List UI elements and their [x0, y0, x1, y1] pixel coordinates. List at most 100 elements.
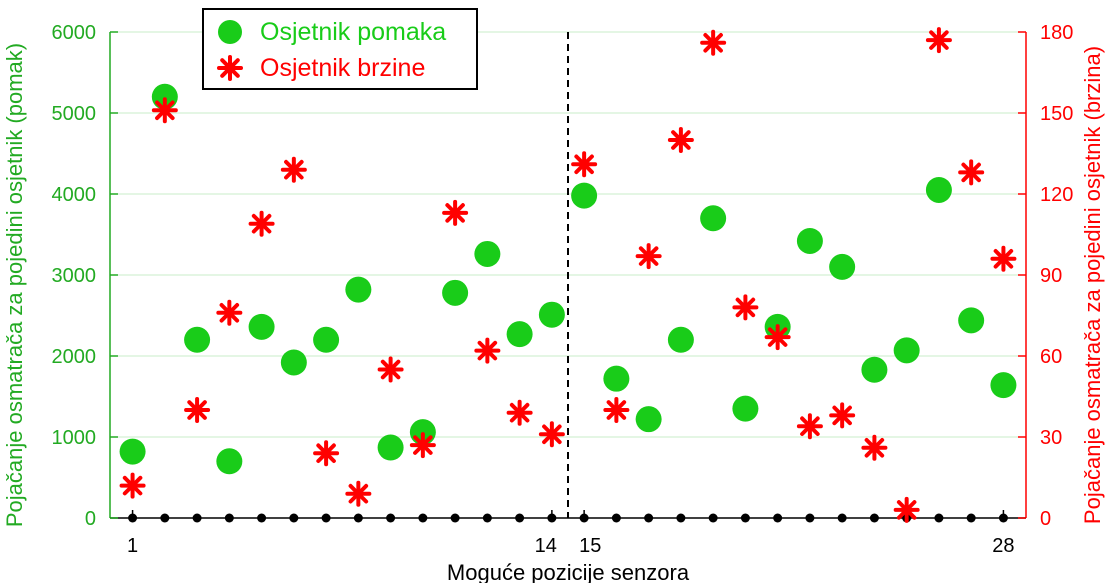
brzina-point: [377, 356, 404, 383]
sensor-position-dot: [515, 513, 525, 523]
legend-asterisk-marker: [204, 50, 260, 86]
y-left-axis-title: Pojačanje osmatrača za pojedini osjetnik…: [2, 43, 27, 527]
y-right-axis-title: Pojačanje osmatrača za pojedini osjetnik…: [1080, 46, 1105, 524]
y-right-tick-label: 120: [1040, 184, 1073, 206]
asterisk-stroke: [413, 435, 433, 455]
x-tick-label: 15: [579, 535, 601, 557]
brzina-point: [409, 432, 436, 459]
sensor-position-dot: [450, 513, 460, 523]
sensor-position-dot: [289, 513, 299, 523]
brzina-point: [700, 29, 727, 56]
x-tick-label: 1: [127, 535, 138, 557]
asterisk-stroke: [284, 159, 304, 180]
pomak-point: [377, 434, 404, 461]
asterisk-stroke: [896, 500, 917, 520]
pomak-point: [345, 276, 372, 303]
pomak-point: [538, 301, 565, 328]
asterisk-stroke: [445, 203, 465, 223]
pomak-point: [893, 337, 920, 364]
brzina-point: [796, 413, 823, 440]
pomak-point: [700, 205, 727, 232]
asterisk-stroke: [509, 402, 530, 423]
sensor-position-dot: [998, 513, 1008, 523]
legend: Osjetnik pomaka Osjetnik brzine: [202, 8, 478, 90]
sensor-position-dot: [386, 513, 396, 523]
sensor-position-dot: [192, 513, 202, 523]
y-left-tick-label: 3000: [52, 265, 97, 287]
brzina-point: [571, 151, 598, 178]
brzina-point: [829, 402, 856, 429]
legend-label-pomak: Osjetnik pomaka: [260, 18, 447, 46]
brzina-point: [635, 243, 662, 270]
pomak-point: [667, 326, 694, 353]
pomak-point: [313, 326, 340, 353]
asterisk-stroke: [219, 303, 240, 323]
brzina-point: [764, 324, 791, 351]
brzina-point: [151, 97, 178, 124]
pomak-point: [958, 307, 985, 334]
sensor-position-dot: [805, 513, 815, 523]
asterisk-stroke: [606, 400, 627, 420]
sensor-position-dot: [676, 513, 686, 523]
legend-label-brzina: Osjetnik brzine: [260, 54, 426, 82]
brzina-point: [925, 27, 952, 54]
asterisk-stroke: [316, 443, 336, 463]
legend-item-brzina: Osjetnik brzine: [204, 50, 425, 86]
y-right-tick-label: 30: [1040, 427, 1062, 449]
sensor-position-dot: [321, 513, 331, 523]
legend-item-pomak: Osjetnik pomaka: [204, 14, 446, 50]
sensor-position-dot: [934, 513, 944, 523]
pomak-point: [990, 372, 1017, 399]
y-left-tick-label: 2000: [52, 346, 97, 368]
pomak-point: [216, 448, 243, 475]
y-right-tick-label: 150: [1040, 103, 1073, 125]
brzina-point: [345, 480, 372, 507]
sensor-position-dot: [257, 513, 267, 523]
brzina-point: [603, 397, 630, 423]
asterisk-stroke: [929, 30, 949, 50]
sensor-position-dot: [773, 513, 783, 523]
pomak-point: [119, 438, 146, 465]
brzina-point: [893, 496, 920, 523]
asterisk-stroke: [735, 297, 756, 318]
sensor-position-dot: [482, 513, 492, 523]
brzina-point: [184, 397, 211, 423]
pomak-point: [796, 227, 823, 254]
asterisk-stroke: [380, 359, 401, 380]
y-right-tick-label: 180: [1040, 22, 1073, 44]
sensor-position-dot: [837, 513, 847, 523]
brzina-point: [248, 210, 275, 237]
pomak-point: [184, 326, 211, 353]
pomak-point: [732, 395, 759, 422]
sensor-position-dot: [611, 513, 621, 523]
asterisk-stroke: [477, 340, 498, 361]
pomak-point: [280, 349, 307, 376]
asterisk-stroke: [638, 246, 659, 266]
sensor-position-dot: [224, 513, 234, 523]
sensor-position-dot: [128, 513, 138, 523]
asterisk-stroke: [348, 483, 369, 504]
sensor-position-dot: [708, 513, 718, 523]
brzina-point: [958, 159, 985, 186]
brzina-point: [442, 199, 469, 226]
sensor-position-dot: [644, 513, 654, 523]
brzina-point: [506, 399, 533, 426]
y-left-tick-label: 4000: [52, 184, 97, 206]
pomak-point: [603, 365, 630, 392]
y-right-tick-label: 90: [1040, 265, 1062, 287]
pomak-point: [925, 176, 952, 203]
sensor-position-dot: [740, 513, 750, 523]
pomak-point: [248, 313, 275, 340]
asterisk-stroke: [220, 58, 240, 78]
y-left-tick-label: 5000: [52, 103, 97, 125]
pomak-point: [442, 279, 469, 306]
legend-circle-marker: [204, 14, 260, 50]
sensor-position-dot: [160, 513, 170, 523]
pomak-point: [474, 240, 501, 267]
sensor-position-dot: [353, 513, 363, 523]
brzina-point: [216, 299, 243, 326]
asterisk-stroke: [122, 475, 143, 496]
pomak-point: [829, 253, 856, 280]
